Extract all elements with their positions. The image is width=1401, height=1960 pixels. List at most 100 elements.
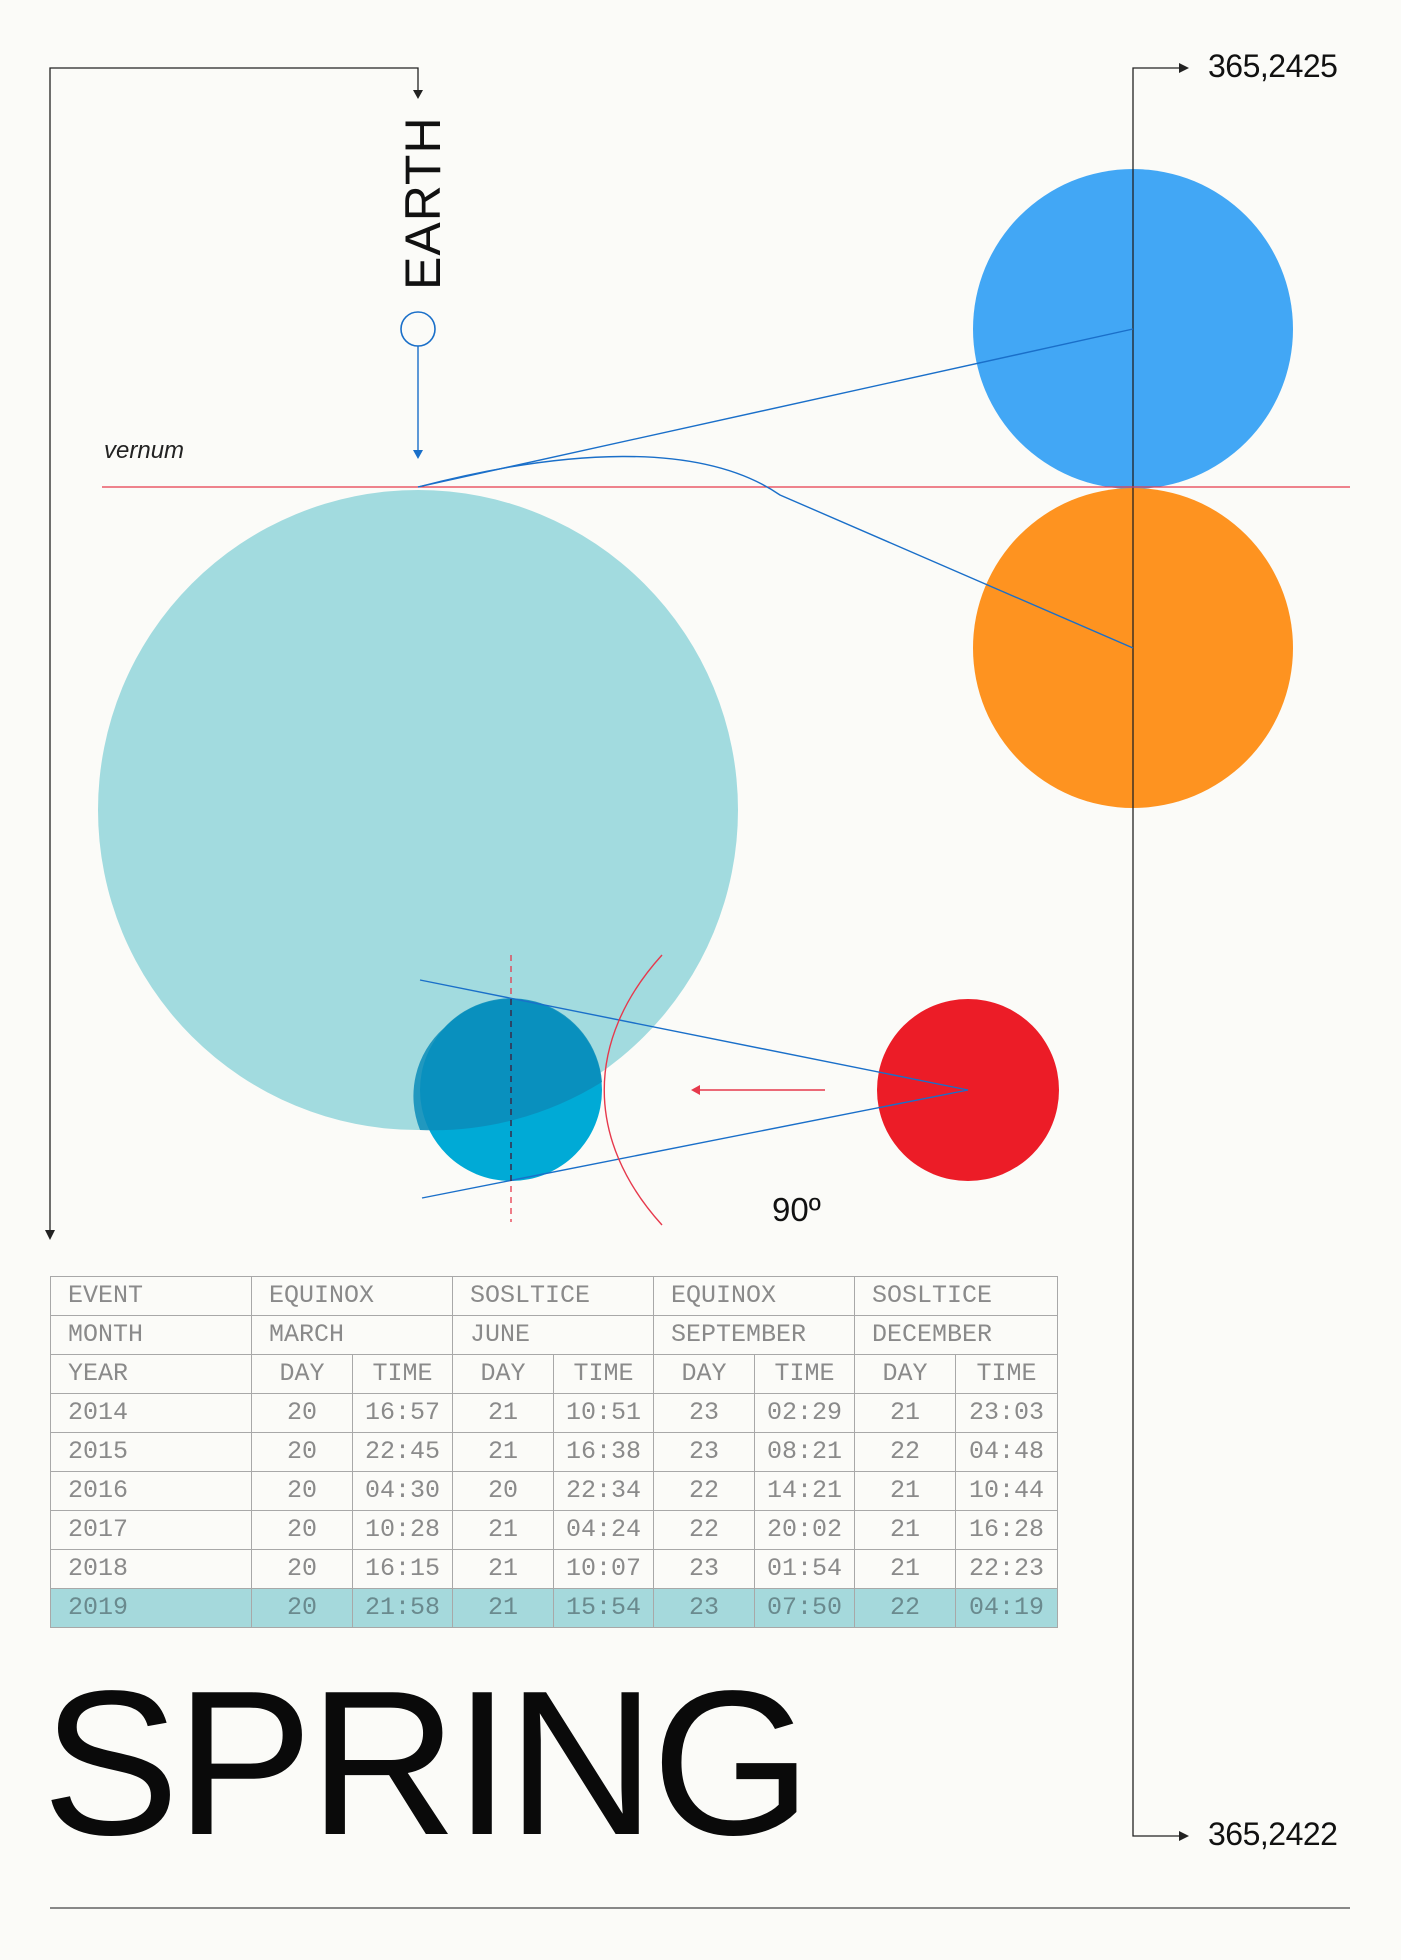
table-cell: TIME bbox=[352, 1354, 453, 1394]
table-cell: 20 bbox=[251, 1393, 353, 1433]
table-cell: 15:54 bbox=[553, 1588, 654, 1628]
table-cell: 01:54 bbox=[754, 1549, 855, 1589]
table-row: 2016 20 04:30 20 22:34 22 14:21 21 10:44 bbox=[50, 1471, 1058, 1511]
table-row: 2018 20 16:15 21 10:07 23 01:54 21 22:23 bbox=[50, 1549, 1058, 1589]
table-cell: 22 bbox=[854, 1432, 956, 1472]
table-cell: TIME bbox=[955, 1354, 1058, 1394]
table-cell: 22 bbox=[854, 1588, 956, 1628]
table-cell: 14:21 bbox=[754, 1471, 855, 1511]
table-cell: 20:02 bbox=[754, 1510, 855, 1550]
table-cell: 22:34 bbox=[553, 1471, 654, 1511]
table-cell: JUNE bbox=[452, 1315, 654, 1355]
table-cell: 21 bbox=[854, 1510, 956, 1550]
red-arrow-head bbox=[691, 1085, 700, 1095]
table-cell: 2016 bbox=[50, 1471, 252, 1511]
table-cell: 10:07 bbox=[553, 1549, 654, 1589]
table-cell: 10:28 bbox=[352, 1510, 453, 1550]
table-cell: SEPTEMBER bbox=[653, 1315, 855, 1355]
table-cell: 22:23 bbox=[955, 1549, 1058, 1589]
large-teal-circle bbox=[98, 490, 738, 1130]
table-cell: EQUINOX bbox=[653, 1276, 855, 1316]
table-cell: MARCH bbox=[251, 1315, 453, 1355]
table-cell: 20 bbox=[452, 1471, 554, 1511]
table-cell: YEAR bbox=[50, 1354, 252, 1394]
equinox-solstice-table: EVENT EQUINOX SOSLTICE EQUINOX SOSLTICE … bbox=[50, 1276, 1058, 1628]
curve-to-orange-circle bbox=[417, 455, 1134, 649]
right-bracket-line bbox=[1132, 67, 1180, 1837]
table-cell: 16:57 bbox=[352, 1393, 453, 1433]
table-row-subheader: YEAR DAY TIME DAY TIME DAY TIME DAY TIME bbox=[50, 1354, 1058, 1394]
red-arc bbox=[603, 954, 663, 1226]
table-cell: TIME bbox=[754, 1354, 855, 1394]
year-length-top: 365,2425 bbox=[1208, 48, 1338, 84]
table-cell: 21 bbox=[452, 1393, 554, 1433]
table-cell: 04:24 bbox=[553, 1510, 654, 1550]
table-cell: DAY bbox=[452, 1354, 554, 1394]
table-cell: DAY bbox=[653, 1354, 755, 1394]
table-cell: 2014 bbox=[50, 1393, 252, 1433]
table-cell: 02:29 bbox=[754, 1393, 855, 1433]
table-row-event: EVENT EQUINOX SOSLTICE EQUINOX SOSLTICE bbox=[50, 1276, 1058, 1316]
table-row: 2017 20 10:28 21 04:24 22 20:02 21 16:28 bbox=[50, 1510, 1058, 1550]
table-cell: 16:15 bbox=[352, 1549, 453, 1589]
table-cell: 10:51 bbox=[553, 1393, 654, 1433]
tangent-line-top bbox=[419, 979, 969, 1091]
planet-label: EARTH bbox=[395, 116, 451, 290]
table-row-highlighted: 2019 20 21:58 21 15:54 23 07:50 22 04:19 bbox=[50, 1588, 1058, 1628]
table-row-month: MONTH MARCH JUNE SEPTEMBER DECEMBER bbox=[50, 1315, 1058, 1355]
table-row: 2014 20 16:57 21 10:51 23 02:29 21 23:03 bbox=[50, 1393, 1058, 1433]
table-cell: 21 bbox=[452, 1549, 554, 1589]
table-cell: 20 bbox=[251, 1471, 353, 1511]
table-cell: 07:50 bbox=[754, 1588, 855, 1628]
table-row: 2015 20 22:45 21 16:38 23 08:21 22 04:48 bbox=[50, 1432, 1058, 1472]
table-cell: SOSLTICE bbox=[452, 1276, 654, 1316]
page-title: SPRING bbox=[42, 1648, 812, 1878]
left-bracket-arrow-top bbox=[413, 90, 423, 99]
table-cell: 22 bbox=[653, 1510, 755, 1550]
table-cell: 2015 bbox=[50, 1432, 252, 1472]
table-cell: DECEMBER bbox=[854, 1315, 1058, 1355]
table-cell: 16:28 bbox=[955, 1510, 1058, 1550]
table-cell: 10:44 bbox=[955, 1471, 1058, 1511]
table-cell: SOSLTICE bbox=[854, 1276, 1058, 1316]
table-cell: 2017 bbox=[50, 1510, 252, 1550]
table-cell: DAY bbox=[854, 1354, 956, 1394]
table-cell: 21 bbox=[854, 1471, 956, 1511]
earth-marker-circle bbox=[400, 311, 436, 347]
tangent-line-bottom bbox=[421, 1089, 969, 1199]
table-cell: 04:19 bbox=[955, 1588, 1058, 1628]
line-to-blue-circle bbox=[417, 328, 1134, 488]
table-cell: 23 bbox=[653, 1393, 755, 1433]
small-circle-overlap bbox=[413, 998, 602, 1131]
table-cell: 21 bbox=[452, 1588, 554, 1628]
table-cell: 23 bbox=[653, 1432, 755, 1472]
table-cell: 20 bbox=[251, 1510, 353, 1550]
table-cell: DAY bbox=[251, 1354, 353, 1394]
right-bracket-arrow-bottom bbox=[1179, 1831, 1189, 1841]
table-cell: 20 bbox=[251, 1588, 353, 1628]
table-cell: 23 bbox=[653, 1549, 755, 1589]
table-cell: 21 bbox=[854, 1549, 956, 1589]
table-cell: EQUINOX bbox=[251, 1276, 453, 1316]
table-cell: 23:03 bbox=[955, 1393, 1058, 1433]
angle-label: 90º bbox=[772, 1191, 821, 1228]
table-cell: EVENT bbox=[50, 1276, 252, 1316]
table-cell: 20 bbox=[251, 1432, 353, 1472]
vernum-label: vernum bbox=[104, 437, 185, 464]
left-bracket-arrow-bottom bbox=[45, 1230, 55, 1240]
table-cell: 22 bbox=[653, 1471, 755, 1511]
table-cell: 2019 bbox=[50, 1588, 252, 1628]
table-cell: 23 bbox=[653, 1588, 755, 1628]
table-cell: MONTH bbox=[50, 1315, 252, 1355]
table-cell: 08:21 bbox=[754, 1432, 855, 1472]
table-cell: 21 bbox=[452, 1432, 554, 1472]
earth-arrow-head bbox=[413, 450, 423, 459]
table-cell: 20 bbox=[251, 1549, 353, 1589]
table-cell: 21 bbox=[854, 1393, 956, 1433]
left-bracket-line bbox=[49, 67, 419, 1232]
table-cell: 16:38 bbox=[553, 1432, 654, 1472]
table-cell: 04:30 bbox=[352, 1471, 453, 1511]
table-cell: TIME bbox=[553, 1354, 654, 1394]
table-cell: 2018 bbox=[50, 1549, 252, 1589]
